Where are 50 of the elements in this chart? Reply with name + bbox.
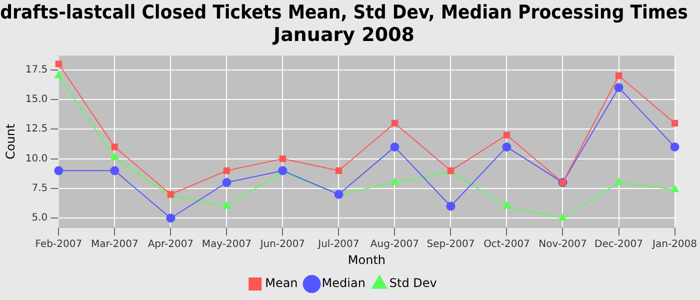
x-tick-label: Oct-2007 — [484, 239, 530, 250]
point — [503, 132, 510, 138]
x-tick-label: Dec-2007 — [594, 239, 643, 250]
x-tick-label: Mar-2007 — [91, 239, 138, 250]
y-tick-label: 15.0 — [25, 94, 48, 106]
legend-label: Mean — [265, 276, 298, 290]
x-tick-label: Aug-2007 — [370, 239, 420, 250]
point — [222, 178, 232, 188]
legend-label: Std Dev — [389, 276, 437, 290]
point — [166, 214, 176, 223]
y-tick-label: 17.5 — [25, 64, 48, 76]
x-axis-title: Month — [348, 252, 386, 267]
point — [446, 202, 456, 211]
x-tick-label: Jul-2007 — [317, 239, 360, 250]
point — [111, 144, 118, 150]
y-tick-label: 5.0 — [32, 212, 48, 224]
point — [390, 142, 400, 152]
y-tick-label: 10.0 — [25, 153, 48, 164]
point — [670, 142, 680, 152]
legend-label: Median — [322, 276, 366, 290]
point — [110, 166, 120, 176]
point — [54, 166, 64, 176]
point — [671, 120, 678, 127]
point — [222, 202, 231, 209]
point — [614, 178, 623, 186]
y-axis-title: Count — [3, 123, 18, 160]
point — [279, 155, 286, 162]
point — [54, 71, 63, 78]
point — [502, 202, 511, 209]
y-tick-label: 7.5 — [32, 183, 48, 194]
chart-title: drafts-lastcall Closed Tickets Mean, Std Dev, Median Processing Times January 2008 — [0, 2, 688, 46]
x-tick-label: May-2007 — [202, 239, 252, 250]
x-tick-label: Sep-2007 — [426, 239, 475, 250]
point — [223, 167, 230, 174]
y-tick-label: 12.5 — [25, 124, 48, 135]
point — [502, 142, 512, 152]
point — [55, 60, 62, 68]
point — [390, 178, 399, 186]
point — [391, 120, 398, 127]
x-tick-label: Nov-2007 — [538, 239, 587, 250]
point — [110, 153, 119, 160]
x-tick-label: Apr-2007 — [148, 239, 194, 250]
x-tick-label: Feb-2007 — [35, 239, 82, 250]
point — [335, 167, 342, 174]
point — [670, 185, 679, 192]
point — [614, 83, 624, 92]
point — [558, 214, 567, 221]
x-tick-label: Jan-2008 — [652, 239, 698, 250]
point — [615, 72, 622, 80]
x-tick-label: Jun-2007 — [259, 239, 306, 250]
